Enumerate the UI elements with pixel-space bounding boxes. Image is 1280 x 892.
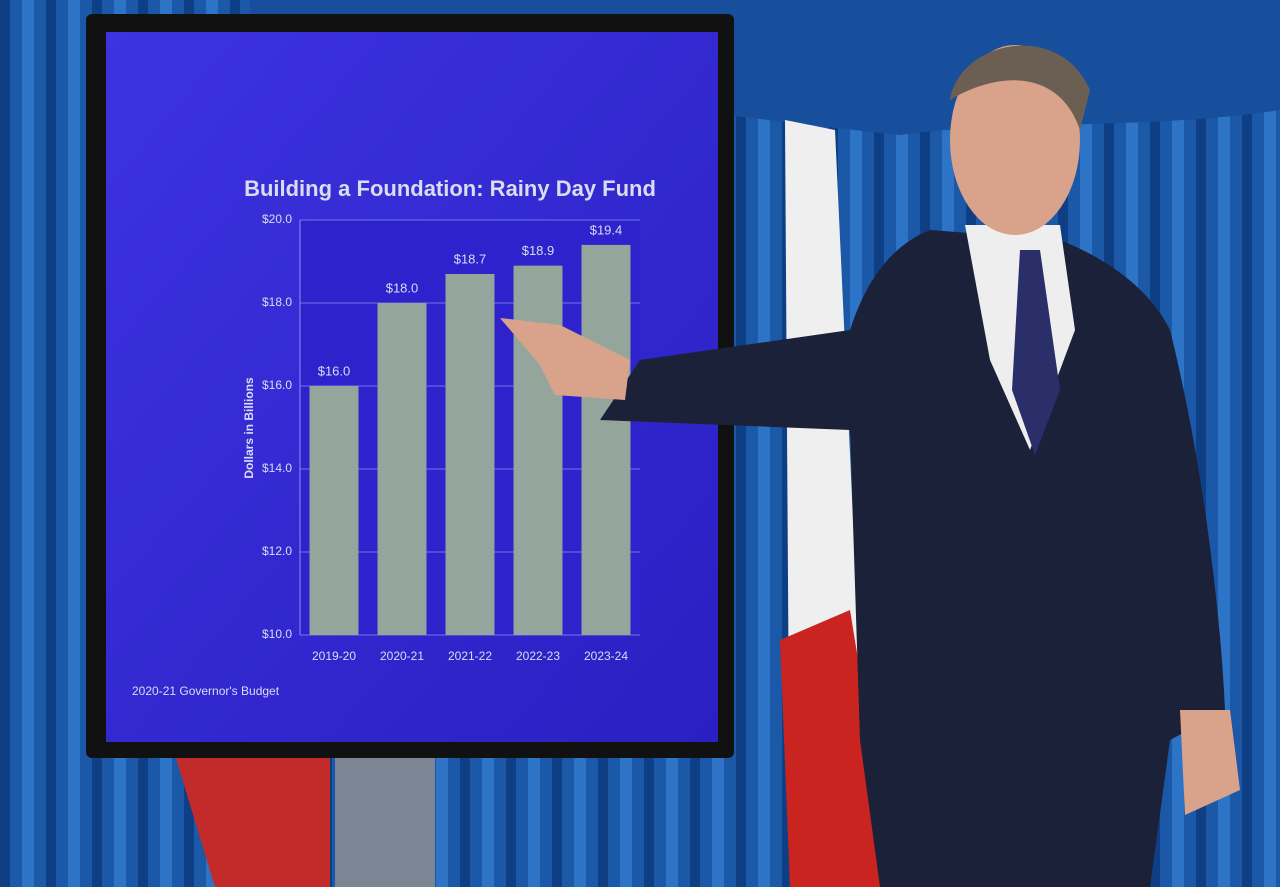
y-tick-label: $10.0	[262, 627, 292, 641]
bar	[377, 303, 427, 635]
y-tick-label: $14.0	[262, 461, 292, 475]
value-label: $18.9	[522, 243, 555, 258]
y-tick-label: $12.0	[262, 544, 292, 558]
stand	[335, 750, 435, 887]
x-tick-label: 2020-21	[380, 649, 424, 663]
suit	[600, 230, 1225, 887]
bar	[445, 273, 495, 635]
y-tick-label: $18.0	[262, 295, 292, 309]
hand	[1180, 710, 1240, 815]
head	[950, 45, 1080, 235]
tie	[1012, 250, 1060, 455]
x-tick-label: 2019-20	[312, 649, 356, 663]
y-tick-label: $16.0	[262, 378, 292, 392]
x-tick-label: 2021-22	[448, 649, 492, 663]
y-axis-label: Dollars in Billions	[242, 377, 256, 479]
y-tick-label: $20.0	[262, 212, 292, 226]
presenter	[500, 45, 1240, 887]
bar	[581, 244, 631, 635]
chart-title: Building a Foundation: Rainy Day Fund	[244, 176, 656, 201]
value-label: $18.7	[454, 251, 487, 266]
hand	[500, 318, 630, 400]
x-tick-label: 2023-24	[584, 649, 628, 663]
state-flag-stripe	[780, 610, 895, 887]
x-tick-label: 2022-23	[516, 649, 560, 663]
us-flag	[175, 755, 330, 887]
value-label: $18.0	[386, 280, 419, 295]
value-label: $19.4	[590, 222, 623, 237]
footnote: 2020-21 Governor's Budget	[132, 684, 280, 698]
hair	[950, 45, 1090, 130]
value-label: $16.0	[318, 363, 351, 378]
bar	[309, 386, 359, 635]
